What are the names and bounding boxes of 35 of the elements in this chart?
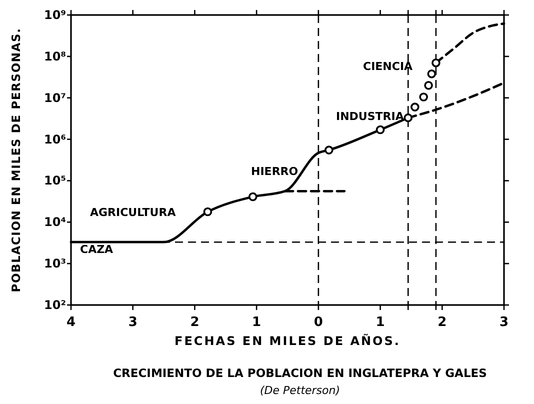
y-tick-label: 10⁹ xyxy=(44,8,66,22)
y-tick-label: 10² xyxy=(44,298,66,312)
x-axis-title: FECHAS EN MILES DE AÑOS. xyxy=(174,333,400,348)
x-tick-label: 3 xyxy=(499,315,509,330)
y-tick-label: 10⁷ xyxy=(44,90,66,105)
annotation: INDUSTRIA xyxy=(336,110,404,123)
annotation: AGRICULTURA xyxy=(90,206,176,219)
point xyxy=(404,113,413,122)
point xyxy=(376,125,385,134)
text: (De Petterson) xyxy=(260,384,340,397)
annotation: HIERRO xyxy=(251,165,298,178)
y-tick-label: 10³ xyxy=(44,256,66,271)
x-tick-label: 1 xyxy=(252,315,262,330)
x-tick-label: 0 xyxy=(314,315,323,330)
y-tick-label: 10⁶ xyxy=(44,132,66,146)
x-tick-label: 3 xyxy=(128,315,138,330)
y-axis-title: POBLACION EN MILES DE PERSONAS. xyxy=(9,28,23,292)
point xyxy=(203,207,212,216)
x-tick-label: 2 xyxy=(438,315,447,330)
point xyxy=(432,58,440,68)
x-tick-label: 2 xyxy=(190,315,200,330)
x-tick-label: 1 xyxy=(376,315,385,330)
annotation: CIENCIA xyxy=(363,60,414,73)
text: CRECIMIENTO DE LA POBLACION EN INGLATEPRA Y GALES xyxy=(113,366,487,380)
point xyxy=(248,192,258,202)
annotation: CAZA xyxy=(80,243,114,256)
point xyxy=(424,80,433,90)
y-tick-label: 10⁵ xyxy=(44,174,66,188)
y-tick-label: 10⁴ xyxy=(44,215,66,230)
x-tick-label: 4 xyxy=(66,315,76,330)
y-tick-label: 10⁸ xyxy=(44,49,66,64)
point xyxy=(410,102,420,112)
point xyxy=(419,92,428,102)
point xyxy=(427,69,436,78)
point xyxy=(324,146,334,154)
